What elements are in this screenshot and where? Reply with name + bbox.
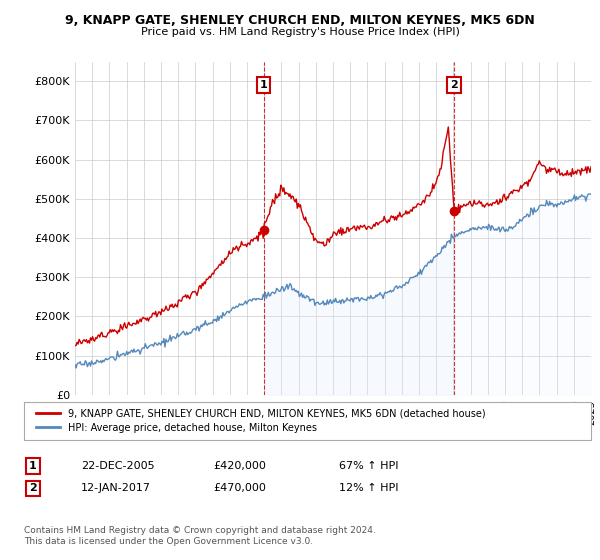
Text: 22-DEC-2005: 22-DEC-2005 xyxy=(81,461,155,471)
Text: 1: 1 xyxy=(29,461,37,471)
Text: Price paid vs. HM Land Registry's House Price Index (HPI): Price paid vs. HM Land Registry's House … xyxy=(140,27,460,37)
Text: Contains HM Land Registry data © Crown copyright and database right 2024.
This d: Contains HM Land Registry data © Crown c… xyxy=(24,526,376,546)
Text: £420,000: £420,000 xyxy=(213,461,266,471)
Text: 9, KNAPP GATE, SHENLEY CHURCH END, MILTON KEYNES, MK5 6DN: 9, KNAPP GATE, SHENLEY CHURCH END, MILTO… xyxy=(65,14,535,27)
Text: £470,000: £470,000 xyxy=(213,483,266,493)
Text: 2: 2 xyxy=(450,80,458,90)
Legend: 9, KNAPP GATE, SHENLEY CHURCH END, MILTON KEYNES, MK5 6DN (detached house), HPI:: 9, KNAPP GATE, SHENLEY CHURCH END, MILTO… xyxy=(32,405,489,436)
Text: 67% ↑ HPI: 67% ↑ HPI xyxy=(339,461,398,471)
Text: 1: 1 xyxy=(260,80,268,90)
Text: 2: 2 xyxy=(29,483,37,493)
Text: 12-JAN-2017: 12-JAN-2017 xyxy=(81,483,151,493)
Text: 12% ↑ HPI: 12% ↑ HPI xyxy=(339,483,398,493)
